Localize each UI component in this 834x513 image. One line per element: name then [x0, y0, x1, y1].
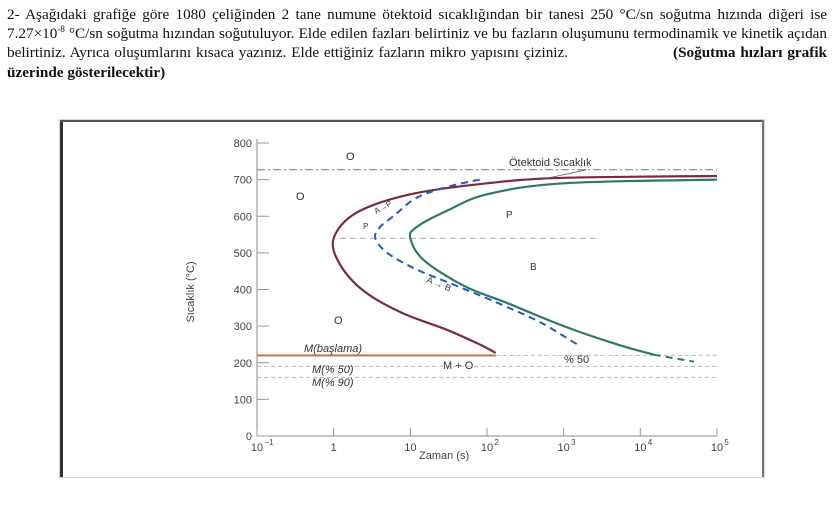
y-axis-title: Sıcaklık (°C) — [185, 261, 197, 322]
martensite-start-label: M(başlama) — [304, 343, 362, 355]
y-tick-label: 800 — [234, 138, 252, 150]
question-note: (Soğutma hızları grafik üzerinde gösteri… — [7, 44, 827, 81]
exponent: -8 — [57, 24, 65, 35]
austenite-label-top: O — [346, 151, 355, 163]
y-tick-label: 200 — [234, 358, 252, 370]
question-text-part1: 2- Aşağıdaki grafiğe göre 1080 çeliğinde… — [7, 6, 827, 43]
eutectoid-pointer — [540, 169, 587, 181]
y-tick-label: 700 — [234, 175, 252, 187]
bainite-label: B — [530, 262, 537, 273]
x-tick-label: 10 — [404, 442, 416, 454]
x-tick-exponent: 3 — [571, 438, 576, 447]
martensite-90-label: M(% 90) — [312, 377, 354, 389]
figure-frame-right — [762, 120, 764, 477]
pearlite-dash-label: P — [363, 222, 368, 231]
y-tick-label: 600 — [234, 211, 252, 223]
x-tick-label: 10 — [634, 442, 646, 454]
x-tick-exponent: 4 — [648, 438, 653, 447]
question-paragraph: 2- Aşağıdaki grafiğe göre 1080 çeliğinde… — [7, 5, 827, 82]
figure-frame-top — [60, 120, 764, 122]
ttt-diagram-figure: 0 100 200 300 400 500 600 700 800 10 −1 1 10 10 2 10 3 10… — [60, 120, 764, 477]
end-curve-extension — [653, 353, 695, 363]
x-tick-exponent: 5 — [724, 438, 729, 447]
question-text-part2: °C/sn soğutma hızından soğutuluyor. Elde… — [7, 25, 827, 62]
transformation-start-curve — [331, 174, 718, 354]
austenite-to-pearlite-label: A→P — [373, 199, 394, 216]
x-tick-label: 1 — [331, 442, 337, 454]
x-tick-exponent: 2 — [494, 438, 499, 447]
martensite-50-label: M(% 50) — [312, 364, 354, 376]
eutectoid-label: Ötektoid Sıcaklık — [509, 157, 592, 169]
question-text: 2- Aşağıdaki grafiğe göre 1080 çeliğinde… — [7, 5, 827, 82]
y-tick-label: 400 — [234, 285, 252, 297]
x-tick-label: 10 — [558, 442, 570, 454]
austenite-label-left: O — [296, 191, 305, 203]
transformation-end-curve — [408, 178, 718, 356]
figure-frame-left — [60, 120, 63, 477]
x-tick-exponent: −1 — [264, 438, 274, 447]
y-tick-label: 0 — [246, 431, 252, 443]
pearlite-label: P — [506, 210, 513, 221]
fifty-percent-curve — [374, 178, 578, 346]
x-tick-label: 10 — [481, 442, 493, 454]
fifty-percent-label: % 50 — [564, 354, 589, 366]
x-axis-title: Zaman (s) — [419, 450, 469, 462]
y-tick-label: 500 — [234, 248, 252, 260]
martensite-plus-austenite-label: M + O — [443, 360, 474, 372]
x-tick-label: 10 — [251, 442, 263, 454]
y-tick-label: 100 — [234, 394, 252, 406]
austenite-label-bottom: O — [334, 315, 343, 327]
x-tick-label: 10 — [711, 442, 723, 454]
y-tick-label: 300 — [234, 321, 252, 333]
